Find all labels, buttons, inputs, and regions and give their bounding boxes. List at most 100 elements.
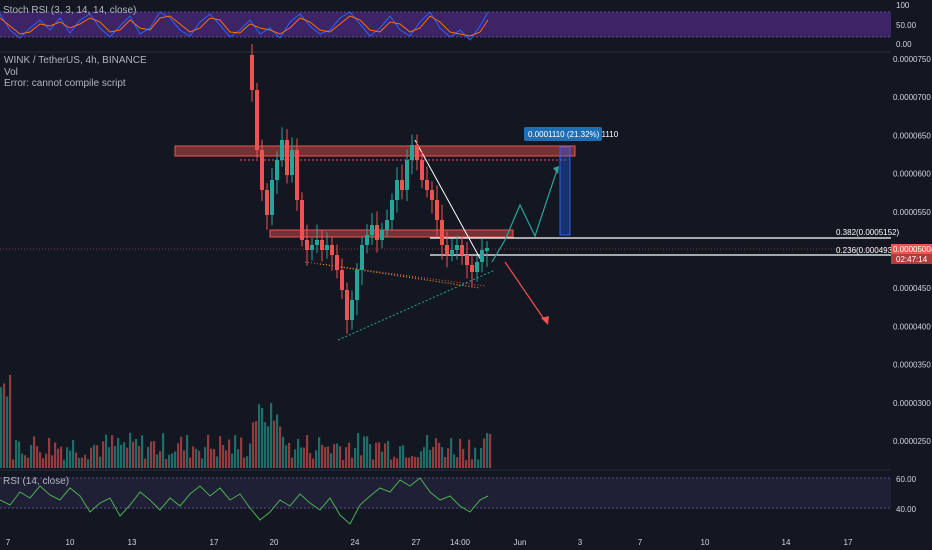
volume-bar xyxy=(195,448,198,468)
candle-body xyxy=(395,180,399,200)
candle-body xyxy=(330,245,334,255)
last-price-tag xyxy=(891,244,932,254)
volume-bar xyxy=(138,445,141,468)
volume-bar xyxy=(159,451,162,468)
candle-body xyxy=(405,160,409,190)
volume-bar xyxy=(261,407,264,468)
volume-bar xyxy=(327,446,330,468)
candle-body xyxy=(455,245,459,250)
candle-body xyxy=(400,180,404,190)
volume-bar xyxy=(216,456,219,468)
price-tick: 0.0000450 xyxy=(893,284,931,293)
volume-bar xyxy=(285,445,288,468)
volume-bar xyxy=(135,438,138,468)
price-tick: 0.0000400 xyxy=(893,322,931,331)
volume-bar xyxy=(27,457,30,468)
candle-body xyxy=(445,245,449,255)
volume-bar xyxy=(477,459,480,468)
candle-body xyxy=(345,290,349,320)
price-tick: 0.0000250 xyxy=(893,437,931,446)
time-tick: 7 xyxy=(638,538,643,547)
countdown-tag xyxy=(891,254,932,264)
resistance-zone[interactable] xyxy=(174,145,576,157)
candle-body xyxy=(440,220,444,245)
candle-body xyxy=(375,225,379,240)
volume-bar xyxy=(78,457,81,468)
fib-236-label: 0.236(0.0004930) xyxy=(836,246,900,255)
volume-bar xyxy=(324,447,327,468)
time-axis[interactable]: 7 10 13 17 20 24 27 14:00 Jun 3 7 10 14 17 xyxy=(6,538,853,547)
candle-body xyxy=(335,255,339,270)
rsi-pane[interactable]: RSI (14, close) 60.00 40.00 xyxy=(0,475,917,525)
volume-bar xyxy=(189,457,192,468)
volume-bar xyxy=(180,436,183,468)
volume-bar xyxy=(120,444,123,468)
volume-bar xyxy=(369,444,372,468)
volume-bar xyxy=(450,438,453,468)
candle-body xyxy=(450,250,454,255)
volume-bar xyxy=(90,447,93,468)
measure-box[interactable] xyxy=(559,146,571,236)
price-tick: 0.0000650 xyxy=(893,131,931,140)
candle-body xyxy=(480,250,484,262)
volume-bar xyxy=(312,458,315,468)
volume-bar xyxy=(144,458,147,468)
volume-bar xyxy=(294,449,297,468)
volume-bar xyxy=(6,396,9,468)
candle-body xyxy=(275,160,279,180)
volume-bar xyxy=(414,456,417,468)
rsi-tick-60: 60.00 xyxy=(896,475,917,484)
volume-bar xyxy=(363,436,366,468)
volume-bar xyxy=(258,404,261,468)
volume-bar xyxy=(429,449,432,468)
candle-body xyxy=(295,150,299,200)
volume-bar xyxy=(147,446,150,468)
candlestick-series[interactable] xyxy=(250,44,489,334)
volume-bar xyxy=(270,403,273,468)
volume-bar xyxy=(420,451,423,468)
volume-bar xyxy=(66,447,69,468)
volume-bar xyxy=(351,457,354,468)
time-tick: 27 xyxy=(412,538,421,547)
volume-bar xyxy=(93,444,96,468)
volume-bar xyxy=(255,421,258,468)
volume-bar xyxy=(441,447,444,468)
volume-bar xyxy=(165,459,168,468)
volume-bar xyxy=(399,446,402,468)
rsi-tick-40: 40.00 xyxy=(896,505,917,514)
volume-bar xyxy=(30,444,33,468)
volume-bar xyxy=(108,447,111,468)
volume-bar xyxy=(342,459,345,468)
volume-bar xyxy=(198,450,201,468)
volume-bar xyxy=(102,441,105,468)
candle-body xyxy=(425,180,429,190)
short-arrow-red-icon[interactable] xyxy=(504,261,547,323)
candle-body xyxy=(305,240,309,250)
volume-bar xyxy=(336,443,339,468)
long-arrow-green-icon[interactable] xyxy=(491,169,558,263)
stoch-rsi-pane[interactable]: Stoch RSI (3, 3, 14, 14, close) 100 50.0… xyxy=(0,1,917,49)
volume-bar xyxy=(162,433,165,468)
support-zone[interactable] xyxy=(269,229,514,238)
volume-bar xyxy=(360,455,363,468)
main-pane[interactable]: WINK / TetherUS, 4h, BINANCE Vol Error: … xyxy=(0,44,932,468)
volume-bar xyxy=(21,453,24,468)
candle-body xyxy=(260,150,264,190)
volume-bar xyxy=(264,422,267,468)
volume-bar xyxy=(96,445,99,468)
time-tick: 17 xyxy=(844,538,853,547)
time-tick: 10 xyxy=(701,538,710,547)
candle-body xyxy=(350,300,354,320)
volume-bar xyxy=(141,435,144,468)
volume-bar xyxy=(171,453,174,468)
countdown: 02:47:14 xyxy=(896,255,928,264)
volume-bar xyxy=(390,459,393,468)
volume-bar xyxy=(462,448,465,468)
volume-bar xyxy=(453,454,456,468)
volume-bar xyxy=(375,442,378,468)
volume-bar xyxy=(18,441,21,468)
volume-bar xyxy=(132,441,135,468)
volume-bar xyxy=(330,453,333,468)
volume-bar xyxy=(150,441,153,468)
